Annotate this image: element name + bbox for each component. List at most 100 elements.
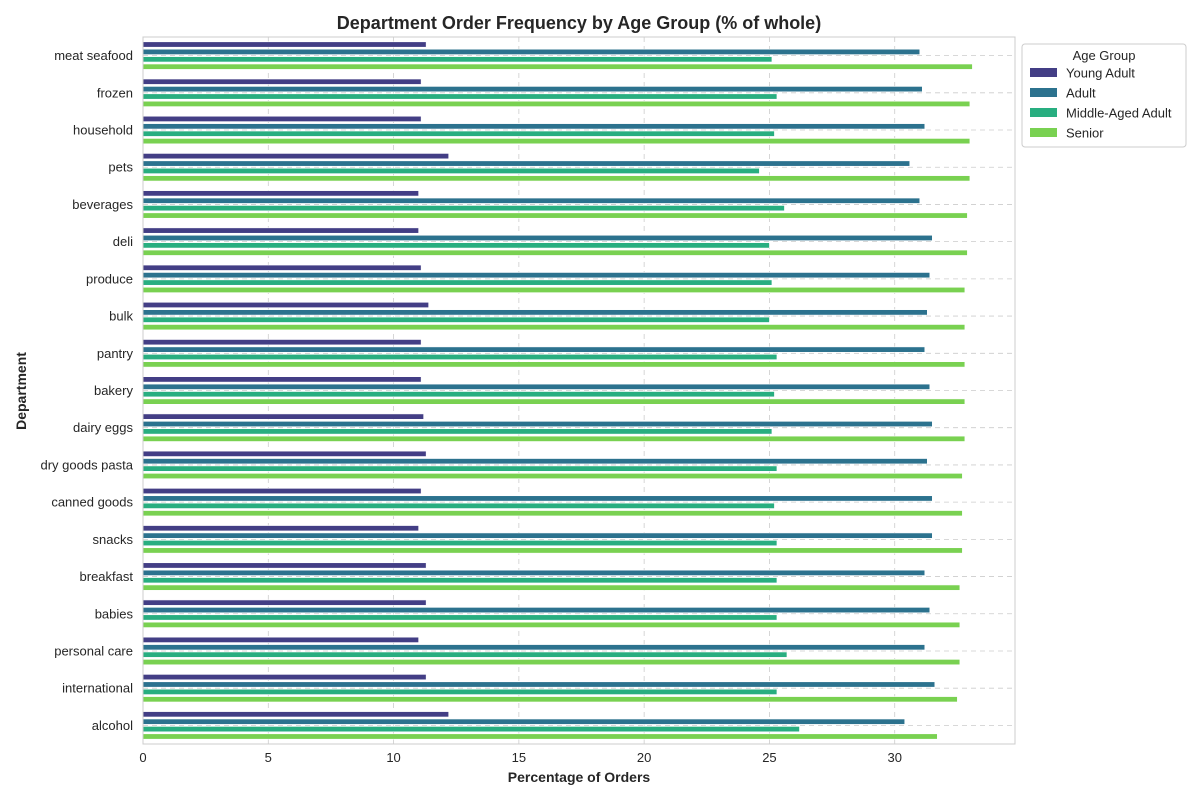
bar-middle-aged-adult-bakery <box>142 391 775 398</box>
ticks-layer: 0 5 10 15 20 25 30 meat seafood frozen household p… <box>40 48 901 765</box>
x-tick-label: 15 <box>512 750 526 765</box>
bar-senior-beverages <box>142 212 968 219</box>
bar-middle-aged-adult-household <box>142 130 775 137</box>
legend: Age Group Young Adult Adult Middle-Aged Ad… <box>1021 43 1187 148</box>
legend-label: Adult <box>1066 86 1096 101</box>
y-tick-label: produce <box>86 271 133 286</box>
bar-senior-produce <box>142 286 966 293</box>
bar-young-adult-breakfast <box>142 562 427 569</box>
bar-middle-aged-adult-dairy-eggs <box>142 428 773 435</box>
bar-middle-aged-adult-produce <box>142 279 773 286</box>
bar-adult-pantry <box>142 346 926 353</box>
bar-adult-deli <box>142 234 933 241</box>
legend-box <box>1021 43 1187 148</box>
bar-adult-frozen <box>142 86 923 93</box>
bar-senior-international <box>142 696 958 703</box>
bar-young-adult-frozen <box>142 78 422 85</box>
bar-senior-canned-goods <box>142 510 963 517</box>
bar-middle-aged-adult-dry-goods-pasta <box>142 465 778 472</box>
legend-label: Young Adult <box>1066 66 1135 81</box>
bar-middle-aged-adult-alcohol <box>142 726 800 733</box>
bar-senior-personal-care <box>142 659 961 666</box>
bar-senior-dry-goods-pasta <box>142 473 963 480</box>
bar-adult-dairy-eggs <box>142 421 933 428</box>
legend-items: Young Adult Adult Middle-Aged Adult Senior <box>1030 66 1172 141</box>
bar-young-adult-produce <box>142 264 422 271</box>
y-tick-label: alcohol <box>92 718 133 733</box>
bar-middle-aged-adult-breakfast <box>142 577 778 584</box>
bar-senior-dairy-eggs <box>142 435 966 442</box>
x-axis-label: Percentage of Orders <box>508 769 651 785</box>
y-tick-label: snacks <box>93 532 134 547</box>
x-tick-label: 5 <box>265 750 272 765</box>
bar-middle-aged-adult-bulk <box>142 316 770 323</box>
bar-middle-aged-adult-deli <box>142 242 770 249</box>
bar-young-adult-snacks <box>142 525 419 532</box>
bar-senior-alcohol <box>142 733 938 740</box>
bar-adult-pets <box>142 160 911 167</box>
bar-middle-aged-adult-canned-goods <box>142 502 775 509</box>
bar-senior-babies <box>142 621 961 628</box>
bar-middle-aged-adult-meat-seafood <box>142 56 773 63</box>
y-tick-label: personal care <box>54 643 133 658</box>
bar-young-adult-beverages <box>142 190 419 197</box>
bar-young-adult-deli <box>142 227 419 234</box>
bar-adult-beverages <box>142 197 921 204</box>
bar-middle-aged-adult-snacks <box>142 540 778 547</box>
bar-adult-international <box>142 681 936 688</box>
bar-adult-snacks <box>142 532 933 539</box>
bar-adult-bulk <box>142 309 928 316</box>
x-tick-label: 20 <box>637 750 651 765</box>
bar-young-adult-babies <box>142 599 427 606</box>
x-tick-label: 10 <box>386 750 400 765</box>
bar-senior-meat-seafood <box>142 63 973 70</box>
y-tick-label: canned goods <box>51 495 133 510</box>
bar-young-adult-alcohol <box>142 711 450 718</box>
bar-adult-babies <box>142 607 931 614</box>
bar-senior-deli <box>142 249 968 256</box>
y-tick-label: breakfast <box>80 569 134 584</box>
bar-young-adult-pets <box>142 153 450 160</box>
bar-young-adult-bulk <box>142 301 429 308</box>
bar-senior-breakfast <box>142 584 961 591</box>
bar-middle-aged-adult-pantry <box>142 353 778 360</box>
y-tick-label: babies <box>95 606 134 621</box>
y-tick-label: dry goods pasta <box>40 457 133 472</box>
bar-young-adult-dairy-eggs <box>142 413 424 420</box>
bar-middle-aged-adult-pets <box>142 167 760 174</box>
y-tick-label: meat seafood <box>54 48 133 63</box>
grid-layer <box>142 37 1015 744</box>
legend-label: Middle-Aged Adult <box>1066 106 1172 121</box>
bar-senior-pantry <box>142 361 966 368</box>
bar-middle-aged-adult-personal-care <box>142 651 788 658</box>
bar-senior-household <box>142 138 971 145</box>
y-tick-label: dairy eggs <box>73 420 133 435</box>
bar-adult-canned-goods <box>142 495 933 502</box>
legend-title: Age Group <box>1073 48 1136 63</box>
bar-adult-alcohol <box>142 718 906 725</box>
y-tick-label: international <box>62 681 133 696</box>
y-tick-label: bulk <box>109 309 133 324</box>
bar-young-adult-canned-goods <box>142 488 422 495</box>
bar-adult-breakfast <box>142 569 926 576</box>
bar-young-adult-household <box>142 115 422 122</box>
bar-young-adult-pantry <box>142 339 422 346</box>
bar-adult-bakery <box>142 383 931 390</box>
y-tick-label: beverages <box>72 197 133 212</box>
x-tick-label: 25 <box>762 750 776 765</box>
legend-swatch <box>1030 108 1057 117</box>
legend-swatch <box>1030 68 1057 77</box>
legend-swatch <box>1030 128 1057 137</box>
bar-middle-aged-adult-frozen <box>142 93 778 100</box>
bar-senior-pets <box>142 175 971 182</box>
legend-swatch <box>1030 88 1057 97</box>
y-tick-label: pantry <box>97 346 134 361</box>
bar-adult-meat-seafood <box>142 48 921 55</box>
y-axis-label: Department <box>13 352 29 430</box>
y-tick-label: deli <box>113 234 133 249</box>
bar-senior-bakery <box>142 398 966 405</box>
y-tick-label: household <box>73 123 133 138</box>
bar-adult-dry-goods-pasta <box>142 458 928 465</box>
bar-senior-bulk <box>142 324 966 331</box>
